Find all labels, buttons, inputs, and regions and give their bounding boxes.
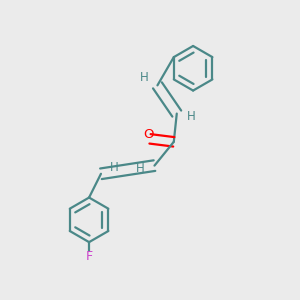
Text: H: H xyxy=(140,71,148,84)
Text: H: H xyxy=(110,161,119,174)
Text: H: H xyxy=(187,110,195,123)
Text: H: H xyxy=(136,162,145,175)
Text: F: F xyxy=(85,250,93,263)
Text: O: O xyxy=(143,128,154,141)
